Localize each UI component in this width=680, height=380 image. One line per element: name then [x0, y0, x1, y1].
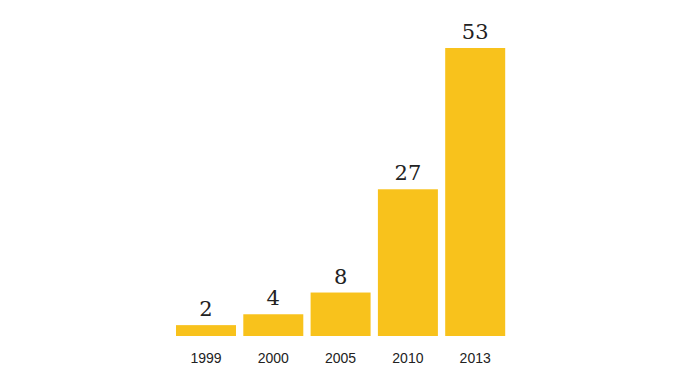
- bars: [176, 48, 505, 336]
- x-tick-label: 2010: [392, 350, 423, 366]
- x-tick-label: 2013: [460, 350, 491, 366]
- x-tick-label: 2005: [325, 350, 356, 366]
- chart: 2 4 8 27 53 1999 2000 2005 2010 2013: [0, 0, 680, 380]
- bar: [311, 293, 371, 336]
- data-label: 4: [267, 286, 280, 310]
- bar: [378, 189, 438, 336]
- x-tick-label: 2000: [258, 350, 289, 366]
- bar: [445, 48, 505, 336]
- bar: [176, 325, 236, 336]
- data-label: 27: [395, 161, 422, 185]
- data-label: 2: [199, 297, 212, 321]
- x-tick-label: 1999: [190, 350, 221, 366]
- bar: [243, 314, 303, 336]
- data-label: 53: [462, 20, 489, 44]
- data-label: 8: [334, 265, 347, 289]
